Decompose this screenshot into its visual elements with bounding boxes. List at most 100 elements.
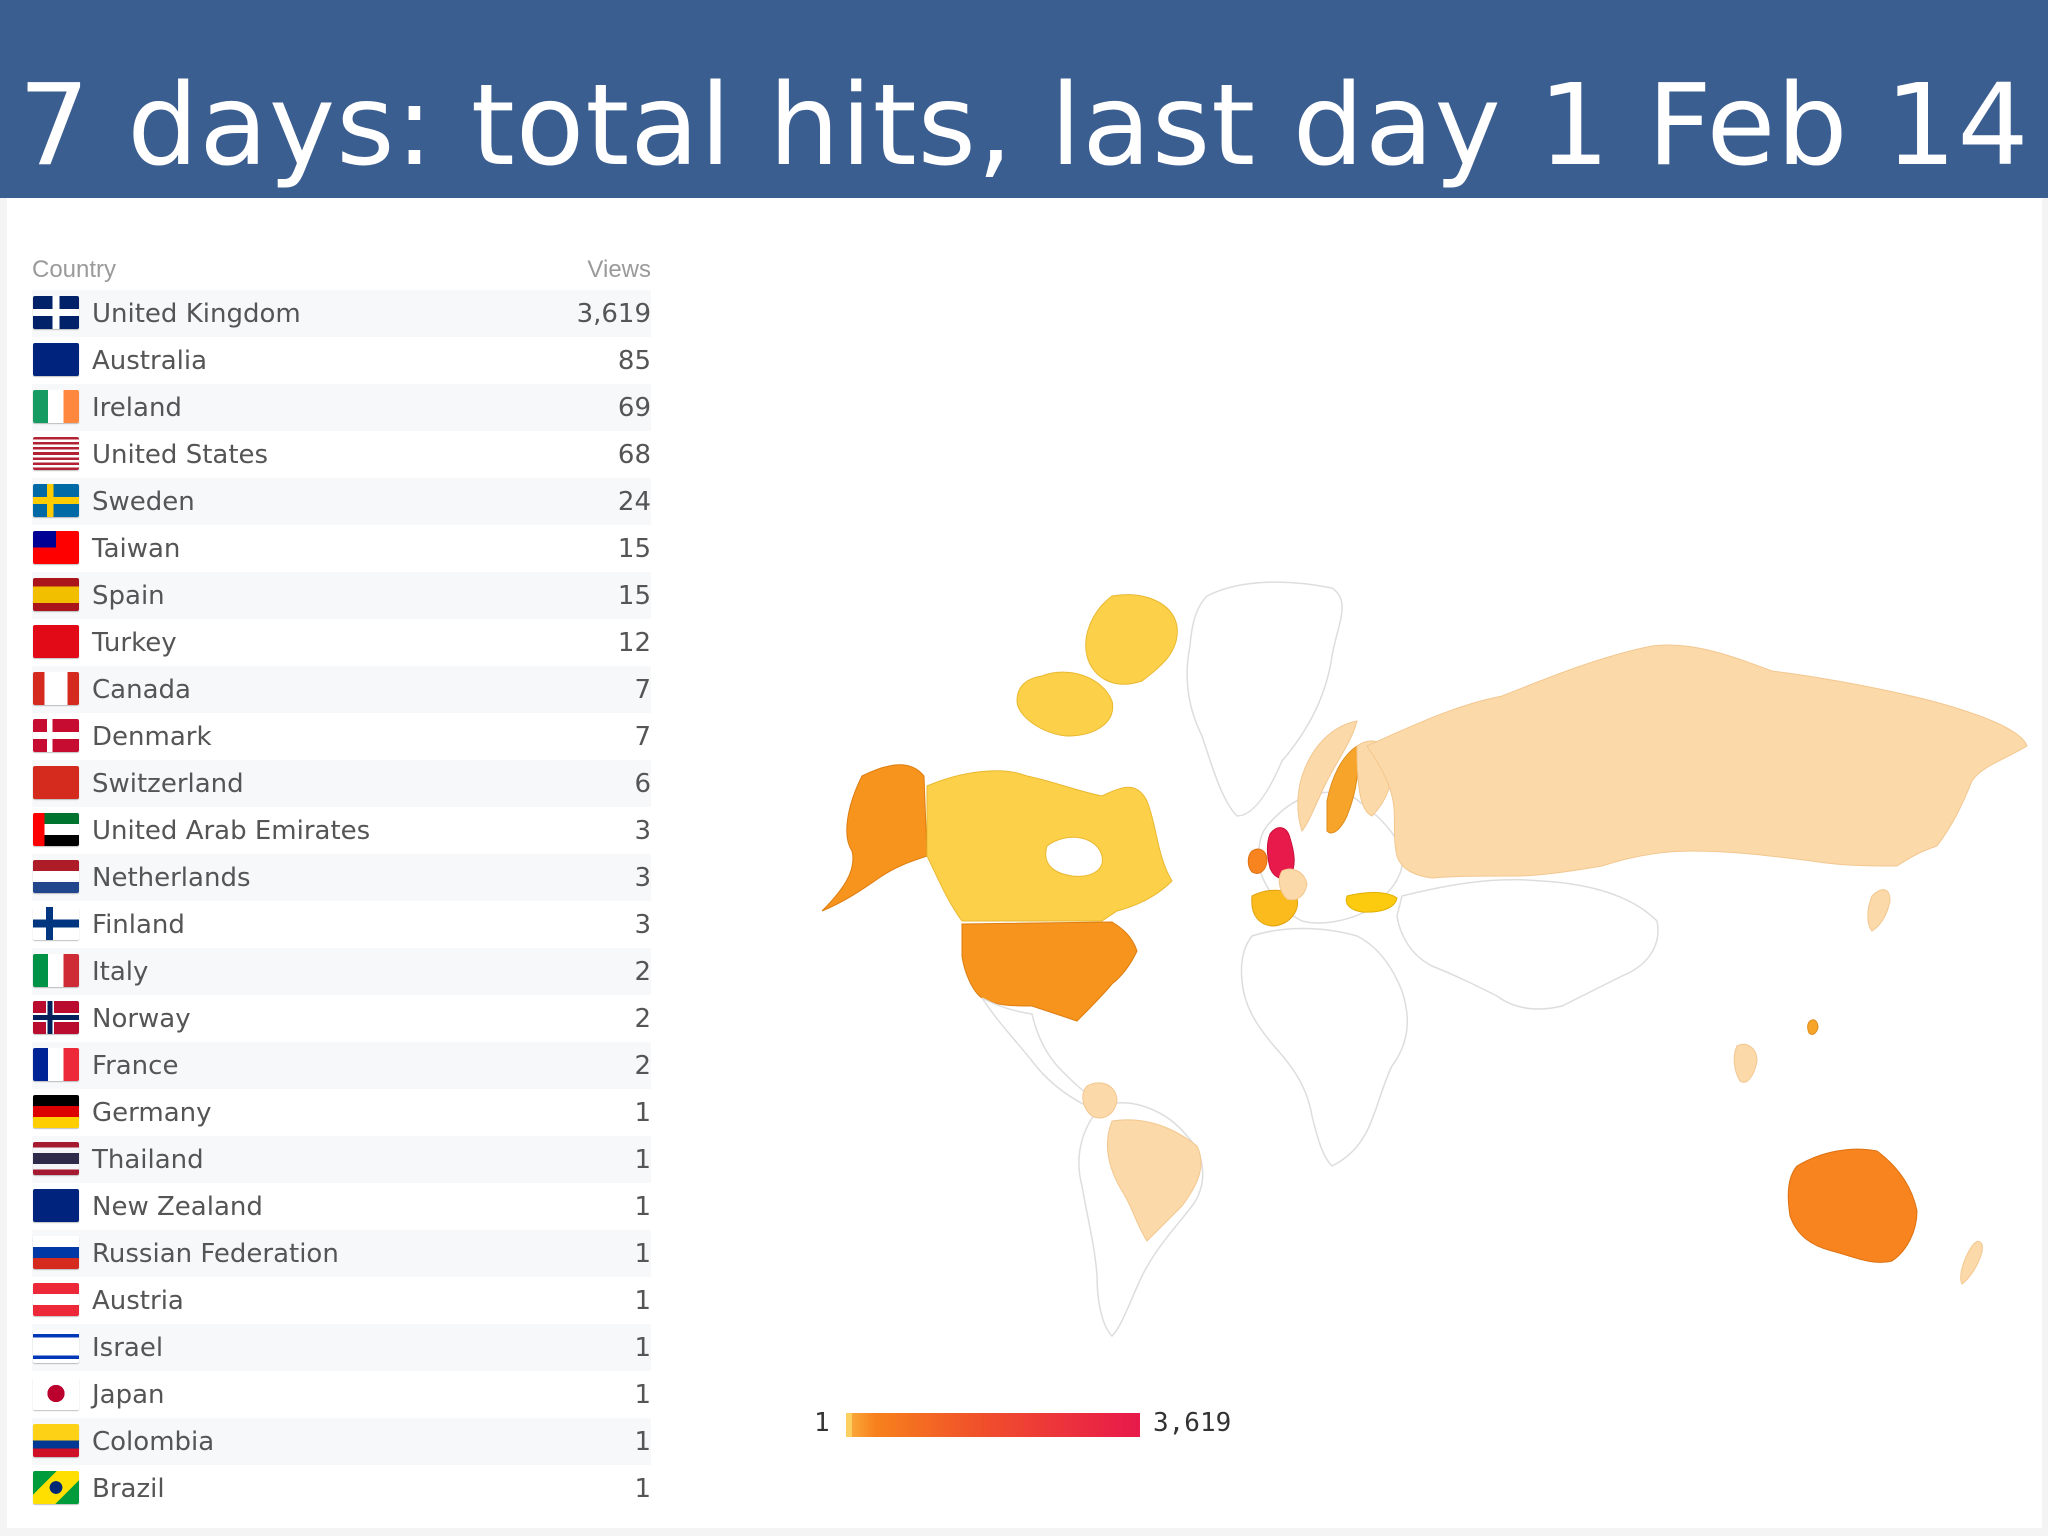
flag-spain-icon [33, 578, 79, 611]
table-row[interactable]: Japan 1 [32, 1371, 651, 1418]
map-turkey[interactable] [1345, 892, 1398, 913]
country-name[interactable]: Colombia [92, 1427, 215, 1457]
views-count: 24 [617, 487, 651, 517]
table-row[interactable]: United Arab Emirates 3 [32, 807, 651, 854]
slide-title: 7 days: total hits, last day 1 Feb 14 [18, 61, 2030, 191]
map-spain[interactable] [1251, 889, 1299, 927]
table-row[interactable]: United Kingdom 3,619 [32, 290, 651, 337]
flag-germany-icon [33, 1095, 79, 1128]
map-france[interactable] [1278, 868, 1308, 901]
table-row[interactable]: Israel 1 [32, 1324, 651, 1371]
views-count: 1 [634, 1145, 651, 1175]
flag-us-icon [33, 437, 79, 470]
map-norway[interactable] [1297, 720, 1358, 833]
table-row[interactable]: Finland 3 [32, 901, 651, 948]
country-name[interactable]: Thailand [92, 1145, 204, 1175]
table-row[interactable]: Australia 85 [32, 337, 651, 384]
flag-finland-icon [33, 907, 79, 940]
country-name[interactable]: Turkey [92, 628, 177, 658]
table-row[interactable]: Denmark 7 [32, 713, 651, 760]
table-row[interactable]: New Zealand 1 [32, 1183, 651, 1230]
flag-norway-icon [33, 1001, 79, 1034]
map-ireland[interactable] [1247, 848, 1268, 874]
country-name[interactable]: Austria [92, 1286, 184, 1316]
column-header-views[interactable]: Views [587, 256, 651, 283]
map-australia[interactable] [1787, 1148, 1918, 1263]
table-row[interactable]: Germany 1 [32, 1089, 651, 1136]
country-views-table: Country Views United Kingdom 3,619 Austral… [32, 250, 651, 1512]
country-name[interactable]: New Zealand [92, 1192, 263, 1222]
legend-gradient-bar [846, 1413, 1140, 1437]
map-sweden[interactable] [1326, 745, 1359, 834]
country-name[interactable]: Sweden [92, 487, 195, 517]
country-name[interactable]: Australia [92, 346, 208, 376]
flag-turkey-icon [33, 625, 79, 658]
country-name[interactable]: France [92, 1051, 179, 1081]
country-name[interactable]: Finland [92, 910, 185, 940]
country-name[interactable]: Ireland [92, 393, 182, 423]
country-name[interactable]: Spain [92, 581, 165, 611]
table-row[interactable]: Netherlands 3 [32, 854, 651, 901]
table-row[interactable]: Austria 1 [32, 1277, 651, 1324]
flag-ireland-icon [33, 390, 79, 423]
views-count: 1 [634, 1192, 651, 1222]
flag-israel-icon [33, 1330, 79, 1363]
map-taiwan[interactable] [1807, 1019, 1819, 1035]
legend-max-label: 3,619 [1153, 1408, 1232, 1438]
country-name[interactable]: Israel [92, 1333, 164, 1363]
table-row[interactable]: Spain 15 [32, 572, 651, 619]
table-row[interactable]: Sweden 24 [32, 478, 651, 525]
table-row[interactable]: Turkey 12 [32, 619, 651, 666]
table-row[interactable]: Switzerland 6 [32, 760, 651, 807]
map-canada-islands[interactable] [1016, 594, 1178, 737]
table-row[interactable]: Italy 2 [32, 948, 651, 995]
country-name[interactable]: United Kingdom [92, 299, 301, 329]
map-brazil[interactable] [1106, 1119, 1202, 1242]
country-name[interactable]: Germany [92, 1098, 212, 1128]
country-name[interactable]: Japan [92, 1380, 165, 1410]
flag-uk-icon [33, 296, 79, 329]
country-name[interactable]: Taiwan [92, 534, 181, 564]
country-name[interactable]: Italy [92, 957, 149, 987]
views-count: 3 [634, 910, 651, 940]
map-thailand[interactable] [1733, 1043, 1758, 1083]
country-name[interactable]: Switzerland [92, 769, 244, 799]
table-row[interactable]: Thailand 1 [32, 1136, 651, 1183]
table-row[interactable]: Russian Federation 1 [32, 1230, 651, 1277]
map-asia [1396, 878, 1659, 1010]
country-name[interactable]: Brazil [92, 1474, 165, 1504]
country-name[interactable]: Denmark [92, 722, 212, 752]
views-count: 6 [634, 769, 651, 799]
table-row[interactable]: United States 68 [32, 431, 651, 478]
country-name[interactable]: Norway [92, 1004, 191, 1034]
table-row[interactable]: Colombia 1 [32, 1418, 651, 1465]
table-row[interactable]: Taiwan 15 [32, 525, 651, 572]
flag-switzerland-icon [33, 766, 79, 799]
table-row[interactable]: France 2 [32, 1042, 651, 1089]
table-row[interactable]: Canada 7 [32, 666, 651, 713]
views-count: 3,619 [576, 299, 651, 329]
table-body: United Kingdom 3,619 Australia 85 Ireland 69 U… [32, 290, 651, 1512]
views-count: 1 [634, 1286, 651, 1316]
column-header-country[interactable]: Country [32, 256, 117, 283]
country-name[interactable]: Canada [92, 675, 191, 705]
country-name[interactable]: United States [92, 440, 269, 470]
map-greenland[interactable] [1186, 581, 1343, 817]
table-row[interactable]: Norway 2 [32, 995, 651, 1042]
views-count: 85 [617, 346, 651, 376]
flag-brazil-icon [33, 1471, 79, 1504]
views-count: 1 [634, 1239, 651, 1269]
map-alaska[interactable] [821, 764, 928, 912]
country-name[interactable]: United Arab Emirates [92, 816, 371, 846]
map-japan[interactable] [1867, 889, 1891, 932]
country-name[interactable]: Russian Federation [92, 1239, 339, 1269]
table-row[interactable]: Ireland 69 [32, 384, 651, 431]
flag-canada-icon [33, 672, 79, 705]
flag-denmark-icon [33, 719, 79, 752]
map-colombia[interactable] [1082, 1082, 1118, 1119]
country-name[interactable]: Netherlands [92, 863, 251, 893]
map-russia[interactable] [1366, 644, 2028, 879]
flag-russia-icon [33, 1236, 79, 1269]
map-new-zealand[interactable] [1960, 1240, 1983, 1285]
table-row[interactable]: Brazil 1 [32, 1465, 651, 1512]
